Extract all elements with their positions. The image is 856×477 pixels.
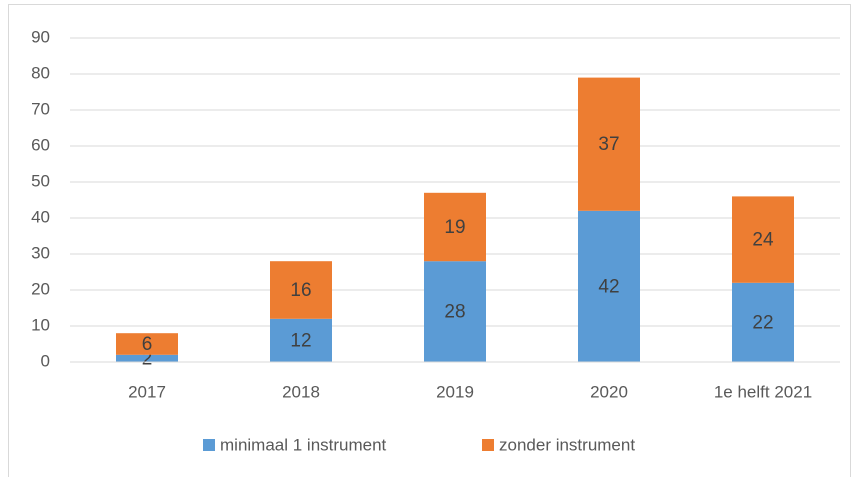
- bar-segment: [578, 77, 640, 211]
- legend-swatch: [482, 439, 494, 451]
- y-tick-label: 80: [31, 63, 50, 82]
- bar-segment: [424, 261, 486, 362]
- legend-label: zonder instrument: [499, 435, 635, 454]
- bar-segment: [270, 261, 332, 319]
- y-tick-label: 10: [31, 315, 50, 334]
- bar-segment: [116, 333, 178, 355]
- data-label: 22: [752, 312, 773, 333]
- bar-segment: [424, 192, 486, 262]
- bar-segment: [116, 354, 178, 362]
- data-label: 12: [290, 330, 311, 351]
- y-tick-label: 20: [31, 279, 50, 298]
- x-tick-label: 2018: [282, 382, 320, 401]
- x-tick-label: 2020: [590, 382, 628, 401]
- y-tick-label: 30: [31, 243, 50, 262]
- data-label: 42: [598, 276, 619, 297]
- legend-label: minimaal 1 instrument: [220, 435, 387, 454]
- y-tick-label: 90: [31, 27, 50, 46]
- data-label: 2: [142, 348, 153, 369]
- y-tick-label: 60: [31, 135, 50, 154]
- chart-border: [8, 4, 851, 477]
- y-tick-label: 40: [31, 207, 50, 226]
- x-tick-label: 1e helft 2021: [714, 382, 812, 401]
- bar-segment: [732, 196, 794, 283]
- data-label: 37: [598, 134, 619, 155]
- bar-segment: [732, 282, 794, 362]
- legend-swatch: [203, 439, 215, 451]
- data-label: 19: [444, 217, 465, 238]
- data-label: 6: [142, 334, 153, 355]
- bar-segment: [270, 318, 332, 362]
- data-label: 16: [290, 280, 311, 301]
- data-label: 24: [752, 230, 774, 251]
- x-tick-label: 2019: [436, 382, 474, 401]
- bar-segment: [578, 210, 640, 362]
- data-label: 28: [444, 302, 465, 323]
- y-tick-label: 0: [41, 351, 50, 370]
- y-tick-label: 50: [31, 171, 50, 190]
- y-tick-label: 70: [31, 99, 50, 118]
- x-tick-label: 2017: [128, 382, 166, 401]
